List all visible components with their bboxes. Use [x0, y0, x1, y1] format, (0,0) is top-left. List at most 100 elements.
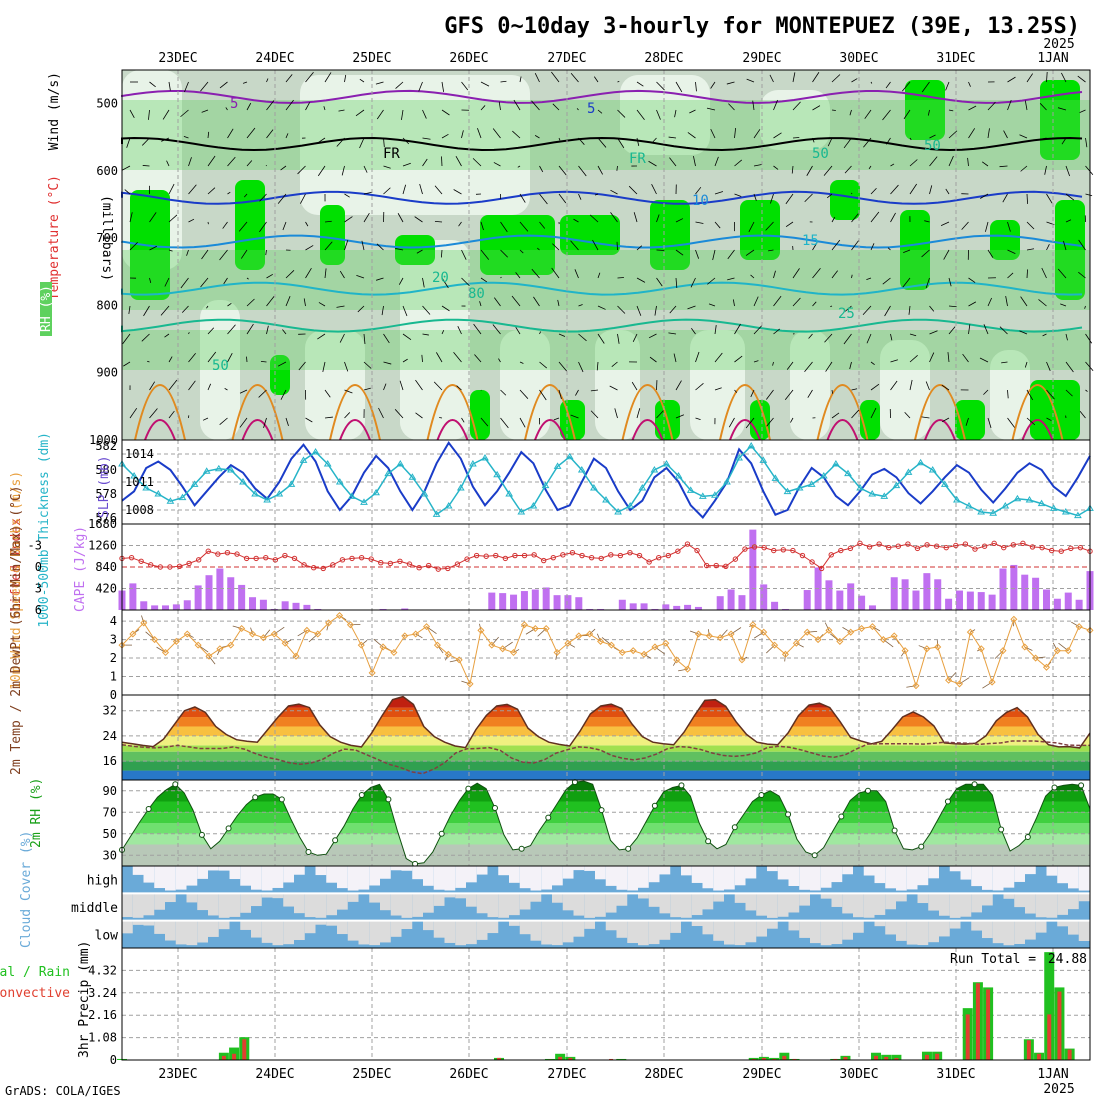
- wind-barb: [188, 332, 190, 335]
- wind-barb: [745, 249, 755, 256]
- wind-barb: [266, 296, 275, 307]
- wind-barb: [578, 165, 587, 177]
- wind-barb: [831, 412, 840, 419]
- cloud-clear-region: [552, 920, 563, 946]
- wind-barb: [734, 355, 743, 363]
- cloud-clear-region: [1068, 920, 1079, 935]
- wind-barb: [734, 127, 736, 139]
- lifted-index-marker: [742, 546, 748, 552]
- thickness-marker: [420, 490, 429, 497]
- moist-air-region: [320, 205, 345, 265]
- wind-barb: [148, 109, 150, 120]
- lifted-index-marker: [818, 565, 825, 572]
- wind-barb: [402, 358, 408, 363]
- wind-barb: [948, 109, 954, 112]
- wind-barb: [904, 411, 911, 419]
- wind-speed-marker: [792, 639, 800, 647]
- cloud-clear-region: [906, 920, 918, 945]
- cloud-clear-region: [1046, 866, 1058, 876]
- cape-axis-label: CAPE (J/kg): [73, 526, 88, 612]
- wind-barb: [1024, 646, 1033, 651]
- wind-barb: [985, 221, 989, 232]
- wind-barb: [188, 184, 197, 195]
- wind-barb: [141, 615, 145, 624]
- wind-barb: [1007, 389, 1009, 399]
- wind-barb: [862, 305, 872, 316]
- wind-barb: [785, 193, 794, 205]
- wind-tick-label: 4: [110, 614, 117, 628]
- wind-barb: [1085, 165, 1094, 176]
- wind-barb: [1057, 268, 1067, 279]
- wind-barb: [695, 186, 702, 195]
- thickness-marker: [154, 490, 163, 497]
- cloud-clear-region: [616, 920, 628, 938]
- wind-axis-label: 10m Wind Speed & Barbs (m/s): [9, 471, 24, 690]
- wind-barb: [207, 155, 216, 167]
- wind-barb: [246, 298, 255, 307]
- wind-barb: [773, 295, 782, 307]
- wind-barb: [383, 137, 385, 148]
- wind-tick-label: 0: [110, 688, 117, 702]
- thickness-marker: [481, 454, 489, 461]
- wind-barb: [265, 249, 267, 256]
- thickness-marker: [384, 469, 393, 477]
- rh-marker: [731, 824, 738, 831]
- wind-speed-marker: [564, 639, 572, 647]
- cloud-clear-region: [713, 866, 724, 891]
- isotherm-25-contour: [426, 384, 479, 441]
- thickness-marker: [807, 480, 816, 487]
- precip-convective-bar: [884, 1056, 889, 1060]
- precip-total-bar: [616, 1058, 627, 1060]
- cloud-clear-region: [1003, 866, 1015, 888]
- cape-bar: [586, 608, 594, 610]
- isotherm-line: [121, 89, 1083, 104]
- wind-barb: [180, 277, 189, 289]
- lifted-index-marker: [914, 545, 921, 552]
- wind-speed-marker: [618, 648, 626, 657]
- rh-marker: [838, 813, 845, 820]
- wind-barb: [597, 305, 606, 310]
- wind-barb: [383, 187, 391, 195]
- wind-barb: [323, 106, 326, 111]
- lifted-index-marker: [962, 541, 969, 547]
- wind-barb: [453, 351, 462, 363]
- dry-air-region: [790, 330, 830, 440]
- cloud-row-label: low: [95, 928, 119, 943]
- wind-barb: [863, 137, 872, 148]
- wind-barb: [317, 165, 326, 177]
- moist-air-band: [122, 250, 1090, 310]
- cloud-clear-region: [767, 866, 778, 872]
- cape-tick-label: 1680: [88, 517, 117, 531]
- cloud-clear-region: [186, 866, 198, 886]
- wind-barb: [999, 165, 1008, 168]
- wind-speed-marker: [368, 669, 376, 677]
- cloud-clear-region: [949, 920, 961, 929]
- cloud-clear-region: [251, 920, 262, 938]
- cape-bar: [618, 599, 626, 610]
- wind-barb: [456, 385, 462, 391]
- precip-convective-bar: [924, 1054, 929, 1060]
- wind-barb: [970, 629, 976, 633]
- wind-barb: [200, 81, 209, 92]
- wind-barb: [578, 193, 582, 200]
- lifted-index-marker: [981, 543, 988, 549]
- wind-barb: [422, 333, 429, 336]
- rh-marker: [252, 794, 259, 801]
- wind-barb: [947, 352, 950, 363]
- wind-speed-marker: [292, 652, 300, 660]
- wind-barb: [402, 137, 410, 145]
- wind-barb: [1085, 389, 1088, 392]
- wind-barb: [570, 414, 579, 419]
- wind-barb: [589, 214, 599, 223]
- wind-barb: [987, 101, 996, 111]
- wind-barb: [480, 277, 488, 283]
- cloud-clear-region: [455, 920, 466, 946]
- wind-barb: [707, 629, 710, 636]
- wind-barb: [727, 277, 735, 281]
- cloud-clear-region: [971, 893, 982, 913]
- wind-barb: [461, 81, 469, 91]
- cloud-clear-region: [713, 893, 724, 902]
- wind-barb: [227, 324, 236, 335]
- lifted-index-marker: [665, 552, 671, 559]
- wind-barb: [636, 277, 646, 283]
